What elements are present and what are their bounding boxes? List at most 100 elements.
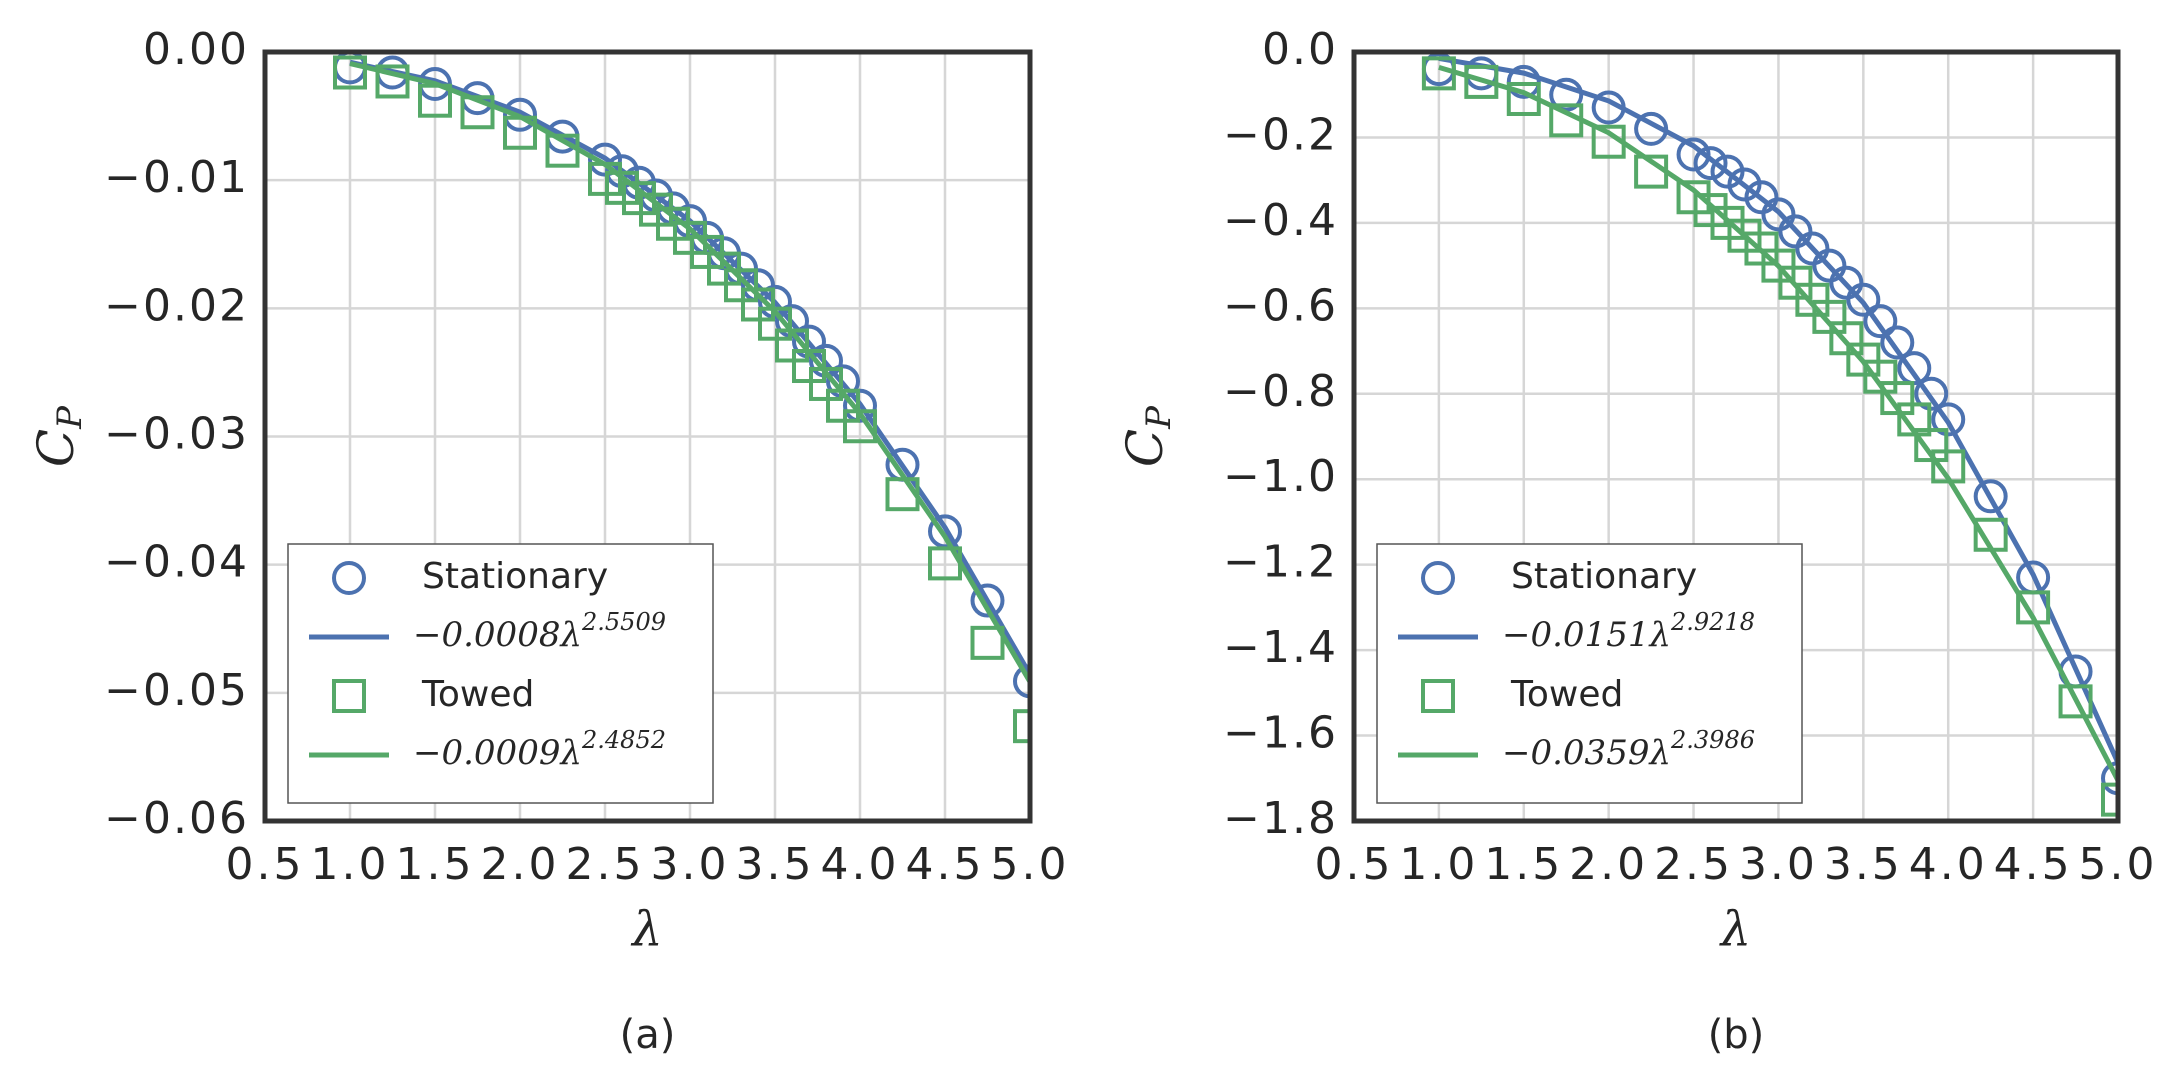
- y-tick-label: 0.00: [143, 24, 249, 75]
- legend-marker: [1421, 561, 1455, 595]
- legend-label-exponent: 2.5509: [581, 608, 666, 636]
- panel: 0.5 1.0 1.5 2.0 2.5 3.0 3.5 4.0 4.5 5.0 0.00 −0.01 −…: [27, 24, 1070, 1058]
- legend-marker: [332, 679, 366, 713]
- x-tick-label: 4.0: [821, 839, 900, 890]
- y-axis-label: CP: [1116, 405, 1179, 467]
- y-tick-label: −1.0: [1223, 451, 1338, 502]
- marker-circle: [1778, 214, 1813, 249]
- legend-label-exponent: 2.9218: [1670, 608, 1755, 636]
- x-tick-label: 2.5: [566, 839, 645, 890]
- x-tick-label: 3.0: [651, 839, 730, 890]
- x-tick-label: 0.5: [226, 839, 305, 890]
- y-tick-label: −0.4: [1223, 195, 1338, 246]
- legend-label: Towed: [421, 674, 534, 715]
- y-tick-label: −1.2: [1223, 537, 1338, 588]
- marker-circle: [2101, 761, 2118, 796]
- x-tick-label: 2.0: [481, 839, 560, 890]
- marker-circle: [1973, 479, 2008, 514]
- marker-circle: [1795, 231, 1830, 266]
- marker-circle: [1863, 304, 1898, 339]
- legend-label-main: −0.0151λ: [1502, 615, 1671, 655]
- y-axis-label: CP: [27, 405, 90, 467]
- marker-square: [2058, 684, 2093, 719]
- legend-label: −0.0009λ2.4852: [413, 726, 666, 774]
- plot-area: [1421, 52, 2118, 817]
- x-tick-label: 2.0: [1569, 839, 1648, 890]
- x-tick-label: 5.0: [2079, 839, 2158, 890]
- x-tick-label: 4.5: [1994, 839, 2073, 890]
- marker-circle: [1727, 167, 1762, 202]
- legend-label: −0.0359λ2.3986: [1502, 726, 1755, 774]
- y-tick-label: −0.02: [104, 280, 249, 331]
- marker-circle: [970, 583, 1005, 618]
- y-tick-label: −0.2: [1223, 109, 1338, 160]
- x-tick-label: 1.0: [1399, 839, 1478, 890]
- fit-line: [349, 61, 1030, 684]
- x-axis-label: λ: [630, 902, 662, 958]
- y-tick-label: −0.8: [1223, 366, 1338, 417]
- marker-circle: [1846, 282, 1881, 317]
- y-tick-label: −0.06: [104, 793, 249, 844]
- legend-label: −0.0008λ2.5509: [413, 608, 666, 656]
- legend: Stationary −0.0008λ2.5509 Towed −0.0009λ2.4…: [287, 543, 714, 804]
- legend-label-exponent: 2.3986: [1670, 726, 1755, 754]
- marker-circle: [1013, 664, 1030, 699]
- x-tick-label: 5.0: [991, 839, 1070, 890]
- legend-label-main: −0.0009λ: [413, 733, 582, 773]
- x-tick-label: 4.0: [1909, 839, 1988, 890]
- marker-circle: [1761, 197, 1796, 232]
- marker-square: [970, 625, 1005, 660]
- legend-label-exponent: 2.4852: [581, 726, 666, 754]
- marker-circle: [503, 97, 537, 132]
- marker-circle: [1693, 146, 1728, 181]
- x-tick-label: 1.5: [396, 839, 475, 890]
- y-label-main: C: [27, 429, 85, 467]
- marker-circle: [1812, 248, 1847, 283]
- legend-label: Stationary: [1511, 556, 1697, 597]
- marker-circle: [1549, 77, 1584, 112]
- y-tick-label: −1.4: [1223, 622, 1338, 673]
- marker-circle: [928, 514, 962, 549]
- x-tick-label: 4.5: [906, 839, 985, 890]
- marker-circle: [1710, 154, 1745, 189]
- y-tick-label: −0.01: [104, 152, 249, 203]
- legend-label-main: −0.0008λ: [413, 615, 582, 655]
- marker-circle: [1506, 64, 1541, 99]
- caption: (b): [1708, 1012, 1765, 1058]
- y-label-main: C: [1116, 429, 1174, 467]
- legend-label: Stationary: [422, 556, 608, 597]
- plot-frame: [262, 49, 1033, 824]
- y-label-sub: P: [1139, 405, 1179, 430]
- marker-circle: [1880, 325, 1915, 360]
- x-tick-label: 1.5: [1484, 839, 1563, 890]
- y-tick-label: −1.6: [1223, 708, 1338, 759]
- legend-label-main: −0.0359λ: [1502, 733, 1671, 773]
- y-label-sub: P: [50, 405, 90, 430]
- x-tick-label: 2.5: [1654, 839, 1733, 890]
- plot-area: [333, 52, 1030, 744]
- legend-marker: [1421, 679, 1455, 713]
- marker-circle: [1829, 265, 1864, 300]
- y-tick-label: −0.6: [1223, 280, 1338, 331]
- x-tick-label: 1.0: [311, 839, 390, 890]
- y-tick-label: 0.0: [1262, 24, 1338, 75]
- marker-square: [2101, 782, 2118, 817]
- x-axis-label: λ: [1719, 902, 1751, 958]
- x-tick-label: 3.5: [1824, 839, 1903, 890]
- legend: Stationary −0.0151λ2.9218 Towed −0.0359λ2.3…: [1376, 543, 1803, 804]
- x-tick-label: 3.0: [1739, 839, 1818, 890]
- legend-label: −0.0151λ2.9218: [1502, 608, 1755, 656]
- y-tick-label: −0.05: [104, 665, 249, 716]
- x-tick-label: 3.5: [736, 839, 815, 890]
- y-tick-label: −0.04: [104, 537, 249, 588]
- marker-square: [460, 95, 495, 130]
- y-tick-label: −1.8: [1223, 793, 1338, 844]
- marker-circle: [1744, 180, 1779, 215]
- marker-square: [375, 64, 410, 99]
- marker-square: [1013, 709, 1030, 744]
- fit-line: [1438, 64, 2118, 782]
- x-tick-label: 0.5: [1315, 839, 1394, 890]
- legend-label: Towed: [1510, 674, 1623, 715]
- panel: 0.5 1.0 1.5 2.0 2.5 3.0 3.5 4.0 4.5 5.0 0.0 −0.2 −0.…: [1116, 24, 2158, 1058]
